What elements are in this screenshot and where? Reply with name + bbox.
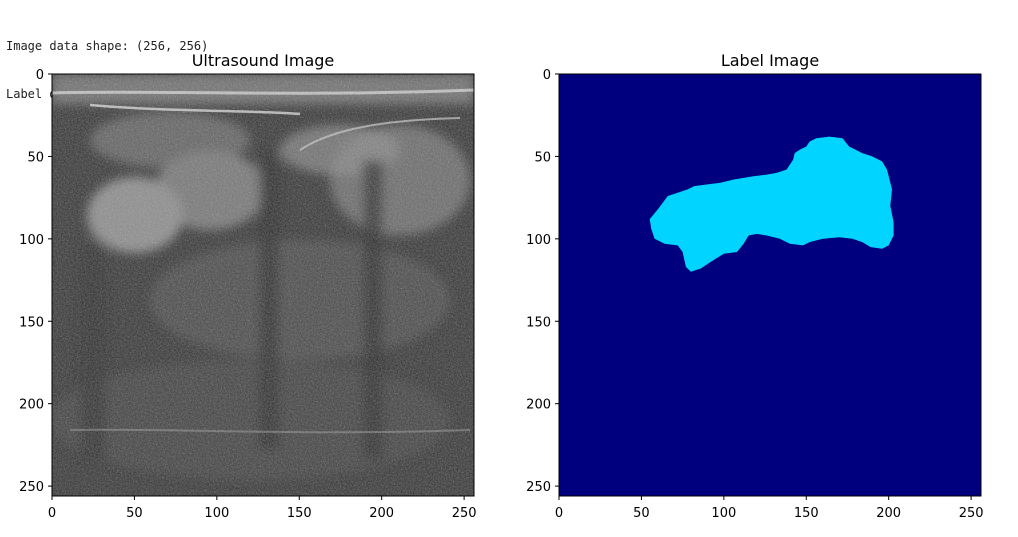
console-line-image-shape: Image data shape: (256, 256)	[6, 39, 209, 53]
label-x-tick-label: 100	[711, 506, 736, 521]
label-x-tick-label: 150	[794, 506, 819, 521]
ultrasound-x-tick-label: 100	[204, 506, 229, 521]
label-y-tick-label: 250	[526, 480, 551, 495]
label-x-tick-label: 200	[876, 506, 901, 521]
ultrasound-y-tick-label: 200	[19, 398, 44, 413]
ultrasound-ticks: 0 50 100 150 200 250 0 50 100 150 200 250	[19, 68, 476, 521]
ultrasound-x-tick-label: 250	[452, 506, 477, 521]
ultrasound-image	[52, 74, 474, 496]
ultrasound-y-tick-label: 250	[19, 480, 44, 495]
ultrasound-x-tick-label: 150	[287, 506, 312, 521]
label-y-tick-label: 200	[526, 398, 551, 413]
label-region	[649, 136, 894, 272]
ultrasound-x-tick-label: 0	[48, 506, 56, 521]
label-x-tick-label: 50	[633, 506, 650, 521]
ultrasound-axes: Ultrasound Image 0 50 100 150	[19, 51, 476, 521]
ultrasound-frame	[51, 73, 475, 497]
label-x-tick-label: 0	[555, 506, 563, 521]
label-ticks: 0 50 100 150 200 250 0 50 100 150 200 250	[526, 68, 983, 521]
label-x-tick-label: 250	[959, 506, 984, 521]
ultrasound-y-tick-label: 100	[19, 233, 44, 248]
ultrasound-y-tick-label: 50	[27, 150, 44, 165]
ultrasound-x-tick-label: 50	[126, 506, 143, 521]
label-y-tick-label: 100	[526, 233, 551, 248]
label-title: Label Image	[721, 51, 819, 70]
ultrasound-title: Ultrasound Image	[192, 51, 335, 70]
label-y-tick-label: 50	[534, 150, 551, 165]
ultrasound-x-tick-label: 200	[369, 506, 394, 521]
label-background	[559, 74, 981, 496]
ultrasound-y-tick-label: 0	[36, 68, 44, 83]
label-y-tick-label: 150	[526, 315, 551, 330]
label-axes: Label Image 0 50 100 150 200 250 0 50 100 150 200 2…	[526, 51, 983, 521]
label-frame	[558, 73, 982, 497]
label-y-tick-label: 0	[543, 68, 551, 83]
ultrasound-y-tick-label: 150	[19, 315, 44, 330]
